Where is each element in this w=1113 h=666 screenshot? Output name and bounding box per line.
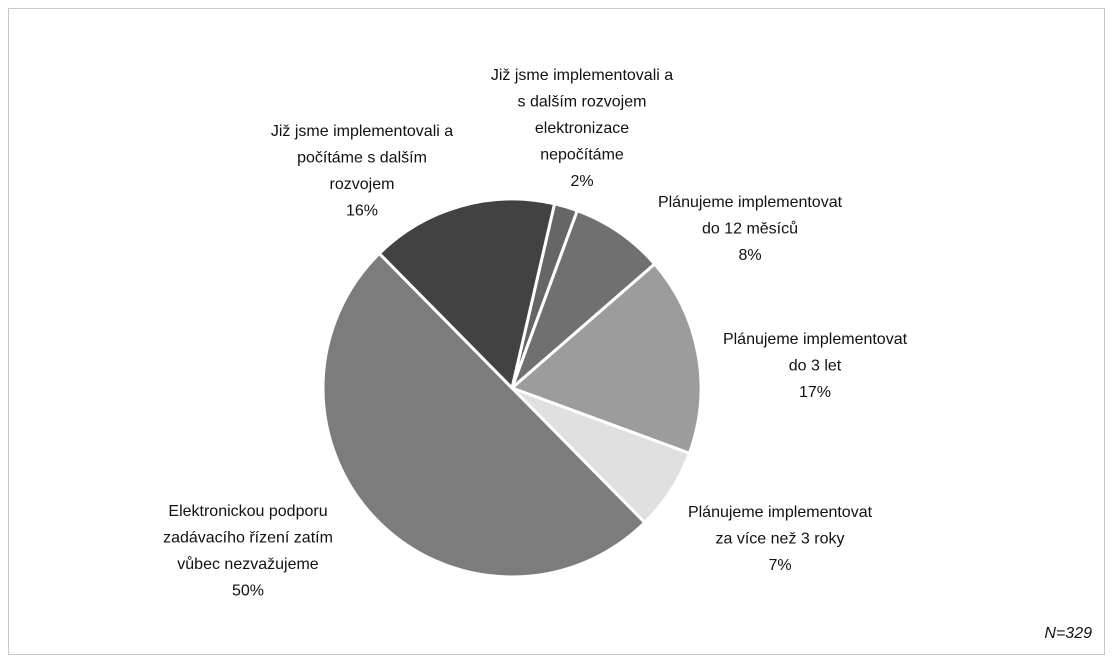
value-label: 16% [346,203,378,220]
value-label: 50% [232,583,264,600]
value-label: 2% [570,173,593,190]
slice-label: Plánujeme implementovat do 3 let [723,331,908,375]
slice-label: Plánujeme implementovat do 12 měsíců [658,194,843,238]
slice-label: Elektronickou podporu zadávacího řízení z… [163,503,333,573]
value-label: 17% [799,384,831,401]
value-label: 8% [738,247,761,264]
slice-label: Již jsme implementovali a počítáme s dalš… [271,123,453,193]
pie-slice [509,261,703,456]
annotation: N=329 [1044,625,1092,642]
pie-slice [510,208,657,390]
value-label: 7% [768,557,791,574]
pie-slice [321,251,647,579]
pie-slice [377,197,557,391]
slice-label: Plánujeme implementovat za více než 3 rok… [688,504,873,548]
